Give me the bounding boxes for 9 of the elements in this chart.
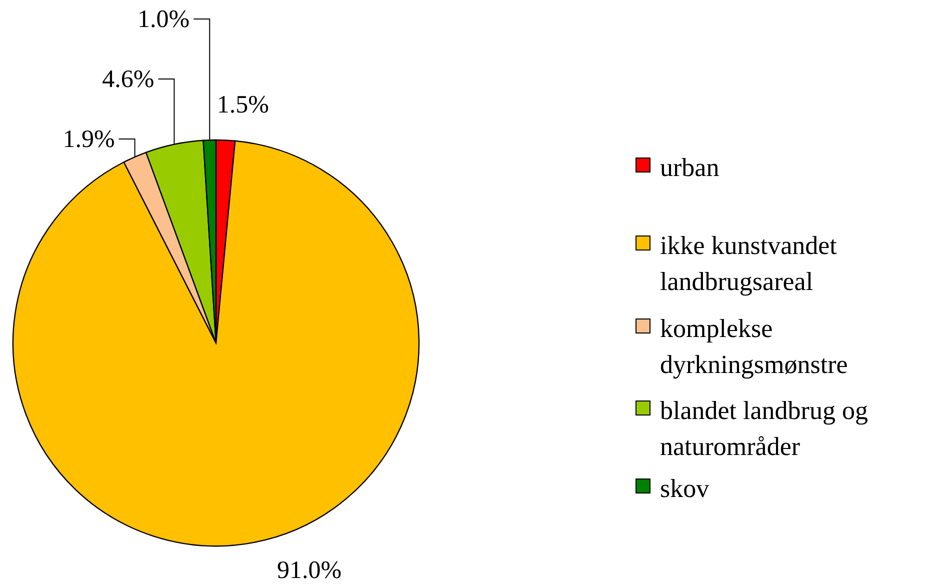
data-label: 4.6%	[102, 66, 154, 93]
data-label: 91.0%	[276, 557, 342, 584]
legend-label: urban	[660, 153, 720, 182]
data-label: 1.0%	[138, 6, 190, 33]
data-label: 1.9%	[62, 126, 115, 153]
data-label: 1.5%	[216, 91, 269, 118]
legend-label: ikke kunstvandet landbrugsareal	[660, 231, 838, 296]
legend-label: komplekse dyrkningsmønstre	[660, 314, 848, 379]
legend-label: skov	[660, 474, 710, 503]
